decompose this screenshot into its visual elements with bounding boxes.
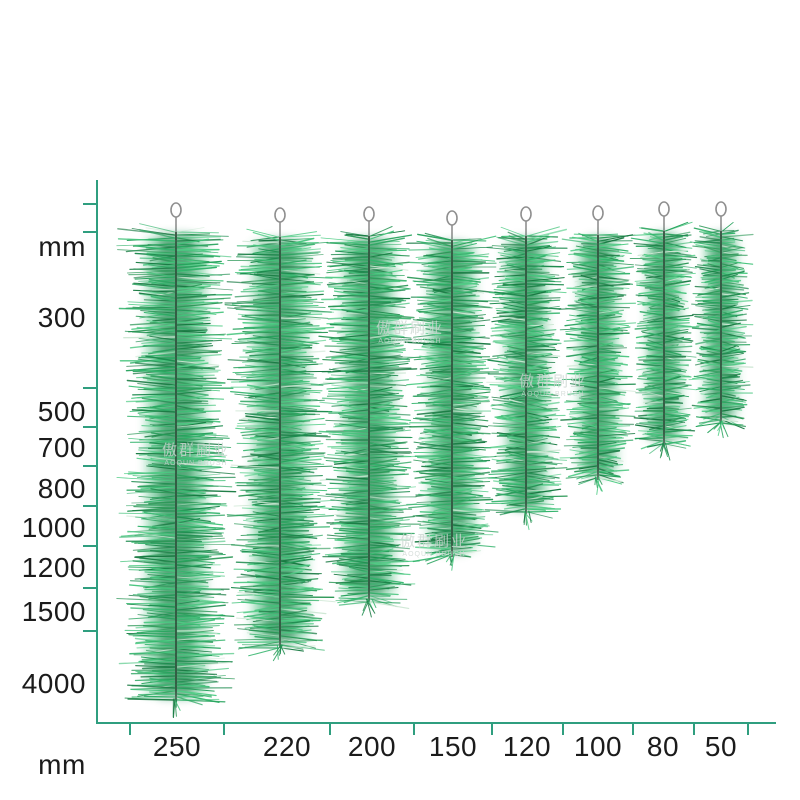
axes <box>83 180 776 735</box>
hanging-loop-icon <box>715 201 727 217</box>
x-axis-unit-label: mm <box>38 749 86 780</box>
y-tick-label-800: 800 <box>37 473 86 504</box>
x-tick-label-80: 80 <box>646 731 680 762</box>
hanging-loop-icon <box>274 207 286 223</box>
filter-brush-50 <box>688 201 754 439</box>
y-tick-label-500: 500 <box>37 396 86 427</box>
y-tick-label-1500: 1500 <box>21 596 86 627</box>
x-tick-label-50: 50 <box>704 731 738 762</box>
y-tick-label-700: 700 <box>37 432 86 463</box>
hanging-loop-icon <box>658 201 670 217</box>
y-tick-label-1000: 1000 <box>21 512 86 543</box>
y-tick-label-300: 300 <box>37 302 86 333</box>
filter-brush-100 <box>558 205 637 495</box>
x-tick-label-250: 250 <box>152 731 202 762</box>
filter-brush-120 <box>483 206 568 531</box>
hanging-loop-icon <box>520 206 532 222</box>
x-tick-label-120: 120 <box>502 731 552 762</box>
hanging-loop-icon <box>592 205 604 221</box>
filter-brush-250 <box>116 202 237 719</box>
hanging-loop-icon <box>446 210 458 226</box>
hanging-loop-icon <box>170 202 182 218</box>
filter-brush-80 <box>629 201 700 461</box>
y-axis-unit-label: mm <box>38 231 86 262</box>
y-tick-label-1200: 1200 <box>21 552 86 583</box>
filter-brush-220 <box>224 207 336 662</box>
y-tick-label-4000: 4000 <box>21 668 86 699</box>
x-tick-label-200: 200 <box>347 731 397 762</box>
x-tick-label-220: 220 <box>262 731 312 762</box>
x-tick-label-150: 150 <box>428 731 478 762</box>
hanging-loop-icon <box>363 206 375 222</box>
filter-brush-200 <box>317 206 422 618</box>
filter-brush-150 <box>404 210 500 571</box>
x-tick-label-100: 100 <box>573 731 623 762</box>
